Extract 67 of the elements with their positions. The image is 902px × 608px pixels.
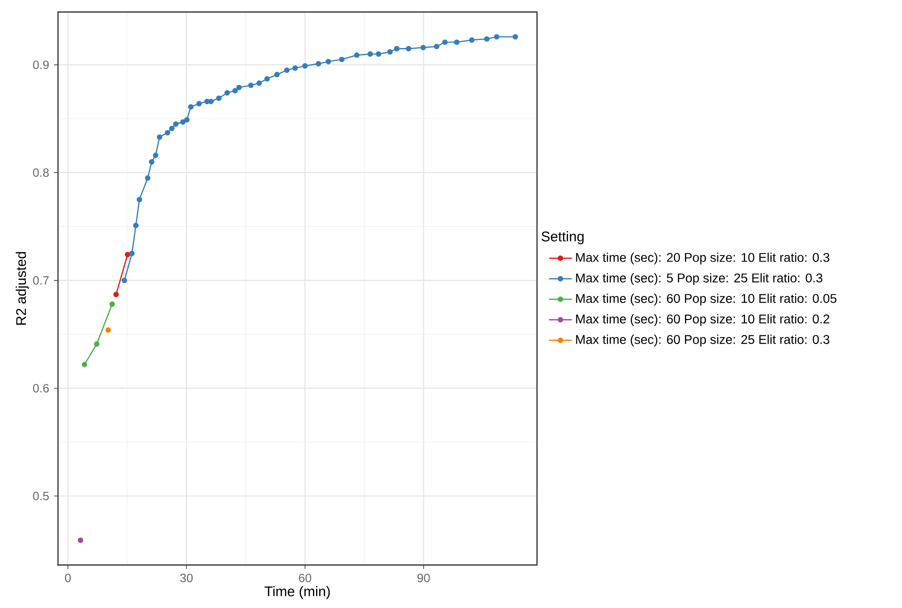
- point: [264, 76, 270, 82]
- y-axis-title: R2 adjusted: [16, 252, 29, 325]
- x-tick-label: 90: [417, 574, 430, 582]
- legend-title: Setting: [542, 231, 584, 244]
- point: [367, 51, 373, 57]
- point: [484, 36, 490, 42]
- point: [152, 152, 158, 158]
- point: [354, 52, 360, 58]
- y-tick-label: 0.9: [33, 60, 49, 70]
- point: [420, 44, 426, 50]
- point: [184, 117, 190, 123]
- y-tick-label: 0.5: [33, 492, 49, 500]
- point: [164, 130, 170, 136]
- point: [82, 362, 88, 368]
- legend-label: Max time (sec): 60 Pop size: 25 Elit ratio: 0.3: [576, 334, 830, 346]
- point: [494, 34, 500, 40]
- y-tick-label: 0.8: [33, 168, 49, 177]
- legend-label: Max time (sec): 60 Pop size: 10 Elit ratio: 0.2: [576, 314, 830, 326]
- point: [316, 61, 322, 66]
- legend-label: Max time (sec): 20 Pop size: 10 Elit ratio: 0.3: [576, 252, 830, 264]
- point: [292, 65, 298, 71]
- point: [232, 88, 238, 94]
- point: [105, 327, 111, 333]
- point: [129, 250, 135, 256]
- point: [512, 34, 518, 40]
- point: [387, 49, 393, 55]
- point: [394, 46, 400, 52]
- point: [248, 82, 254, 88]
- point: [434, 44, 440, 50]
- point: [376, 51, 382, 57]
- x-tick-label: 0: [65, 574, 71, 582]
- point: [326, 58, 332, 64]
- point: [94, 341, 100, 347]
- point: [196, 100, 202, 106]
- point: [302, 63, 308, 69]
- point: [224, 90, 230, 96]
- y-tick-label: 0.7: [33, 276, 49, 285]
- x-tick-label: 30: [180, 574, 193, 582]
- point: [188, 104, 194, 110]
- point: [216, 96, 222, 101]
- point: [122, 278, 128, 284]
- point: [469, 37, 475, 43]
- point: [156, 134, 162, 140]
- point: [133, 222, 139, 228]
- point: [136, 196, 142, 202]
- point: [148, 159, 154, 165]
- x-axis-title: Time (min): [264, 586, 330, 600]
- legend-label: Max time (sec): 60 Pop size: 10 Elit ratio: 0.05: [576, 294, 836, 306]
- point: [454, 39, 460, 45]
- point: [180, 119, 186, 125]
- x-tick-label: 60: [298, 574, 312, 582]
- point: [256, 80, 262, 86]
- point: [169, 126, 175, 132]
- point: [274, 72, 280, 78]
- point: [109, 301, 115, 307]
- point: [236, 84, 242, 90]
- legend-label: Max time (sec): 5 Pop size: 25 Elit ratio: 0.3: [576, 273, 822, 285]
- point: [144, 175, 150, 181]
- point: [339, 56, 344, 62]
- y-tick-label: 0.6: [33, 384, 49, 392]
- point: [173, 121, 179, 127]
- point: [78, 537, 84, 543]
- point: [113, 292, 119, 298]
- point: [406, 46, 412, 52]
- point: [442, 39, 448, 45]
- point: [284, 67, 290, 73]
- point: [124, 252, 130, 258]
